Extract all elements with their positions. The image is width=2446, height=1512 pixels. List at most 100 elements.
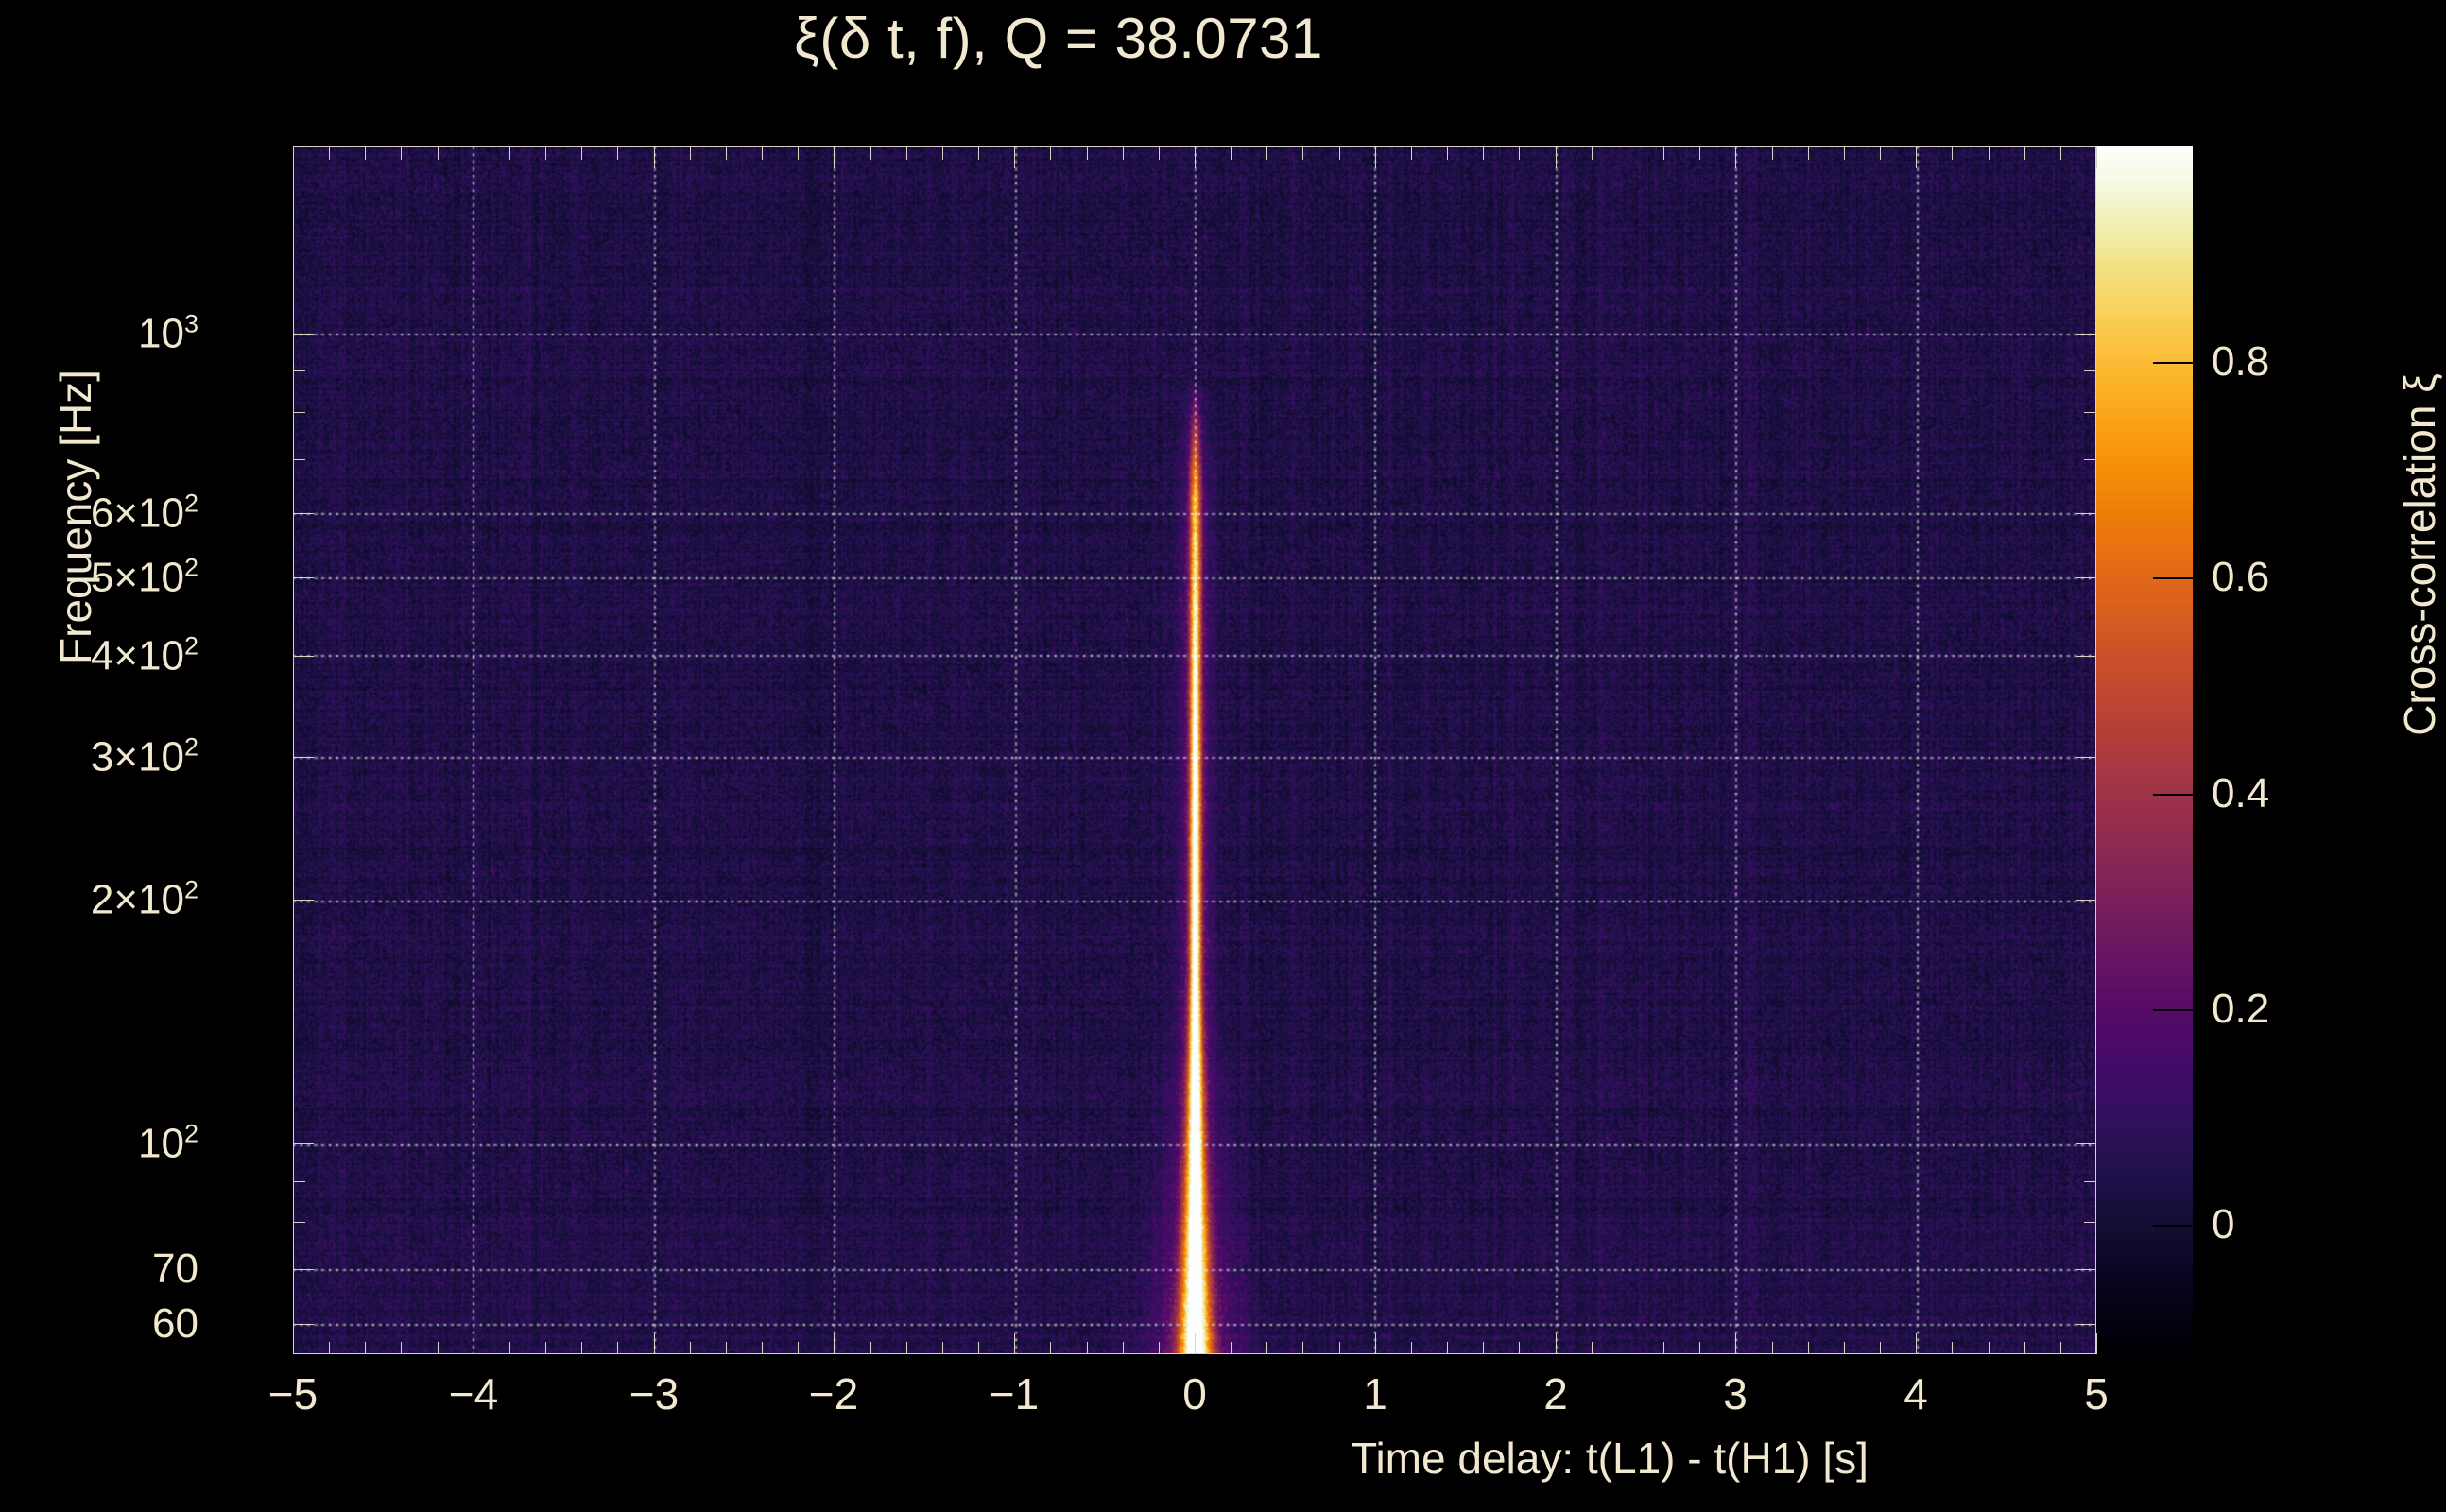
y-axis-tick-minor [293, 459, 305, 460]
x-axis-tick-minor-top [1592, 147, 1593, 160]
x-axis-tick-minor [329, 1342, 330, 1354]
x-axis-tick-minor-top [1302, 147, 1303, 160]
x-axis-tick-minor [2060, 1342, 2061, 1354]
x-axis-tick-minor-top [617, 147, 618, 160]
x-axis-tick-minor-top [870, 147, 871, 160]
x-axis-tick-minor-top [329, 147, 330, 160]
x-axis-tick-minor [581, 1342, 582, 1354]
x-axis-label: 4 [1903, 1369, 1928, 1418]
x-axis-tick-minor [726, 1342, 727, 1354]
colorbar-tick [2153, 1009, 2193, 1011]
x-axis-tick-minor-top [1123, 147, 1124, 160]
colorbar-title: Cross-correlation ξ [2395, 373, 2444, 736]
x-axis-tick-minor [1302, 1342, 1303, 1354]
x-axis-tick-minor [690, 1342, 691, 1354]
y-axis-tick-minor [293, 1222, 305, 1223]
y-axis-label: 2×102 [90, 875, 198, 923]
x-axis-label: −2 [808, 1369, 859, 1418]
y-axis-tick-minor-right [2084, 577, 2096, 578]
x-axis-tick-major-top [293, 147, 294, 168]
x-axis-tick-minor [1447, 1342, 1448, 1354]
y-axis-tick-minor [293, 1269, 305, 1270]
x-axis-tick-minor [1411, 1342, 1412, 1354]
y-axis-tick-minor-right [2084, 1222, 2096, 1223]
y-axis-tick-minor-right [2084, 900, 2096, 901]
x-axis-tick-minor-top [690, 147, 691, 160]
x-axis-tick-minor [1952, 1342, 1953, 1354]
x-axis-tick-minor [1266, 1342, 1267, 1354]
x-axis-tick-minor [365, 1342, 366, 1354]
colorbar-label: 0.4 [2212, 770, 2270, 816]
x-axis-tick-minor [401, 1342, 402, 1354]
y-axis-tick-minor [293, 757, 305, 758]
x-axis-tick-minor-top [1050, 147, 1051, 160]
spectrogram-image [293, 146, 2096, 1354]
y-axis-label: 6×102 [90, 489, 198, 537]
x-axis-label: 1 [1363, 1369, 1387, 1418]
x-axis-tick-minor-top [1159, 147, 1160, 160]
x-axis-tick-minor-top [1844, 147, 1845, 160]
x-axis-tick-minor-top [1411, 147, 1412, 160]
y-axis-tick-minor [293, 1324, 305, 1325]
y-axis-tick-minor-right [2084, 1181, 2096, 1182]
x-axis-tick-minor-top [1519, 147, 1520, 160]
y-axis-tick-minor-right [2084, 459, 2096, 460]
x-axis-label: −5 [267, 1369, 319, 1418]
x-axis-tick-major [654, 1333, 655, 1354]
x-axis-tick-major-top [1014, 147, 1015, 168]
y-axis-tick-minor-right [2084, 370, 2096, 371]
x-axis-tick-minor-top [401, 147, 402, 160]
y-axis-label: 3×102 [90, 732, 198, 781]
y-axis-label: 102 [138, 1119, 198, 1167]
x-axis-tick-minor [978, 1342, 979, 1354]
x-axis-tick-minor-top [942, 147, 943, 160]
x-axis-tick-minor-top [1087, 147, 1088, 160]
x-axis-tick-minor [1339, 1342, 1340, 1354]
x-axis-label: 0 [1182, 1369, 1207, 1418]
y-axis-tick-minor [293, 900, 305, 901]
colorbar-label: 0.2 [2212, 986, 2270, 1032]
x-axis-tick-minor-top [1266, 147, 1267, 160]
x-axis-label: −4 [448, 1369, 499, 1418]
y-axis-tick-minor-right [2084, 334, 2096, 335]
x-axis-tick-minor [1772, 1342, 1773, 1354]
x-axis-label: 2 [1543, 1369, 1568, 1418]
x-axis-tick-minor-top [1483, 147, 1484, 160]
y-axis-tick-minor [293, 412, 305, 413]
page-title: ξ(δ t, f), Q = 38.0731 [794, 7, 1323, 70]
x-axis-tick-minor [1592, 1342, 1593, 1354]
x-axis-tick-major [834, 1333, 835, 1354]
x-axis-tick-minor [1699, 1342, 1700, 1354]
x-axis-tick-minor-top [509, 147, 510, 160]
x-axis-tick-minor-top [1808, 147, 1809, 160]
x-axis-tick-major [1014, 1333, 1015, 1354]
y-axis-label: 70 [152, 1246, 198, 1292]
x-axis-tick-minor [942, 1342, 943, 1354]
y-axis-tick-minor [293, 656, 305, 657]
x-axis-tick-minor-top [1880, 147, 1881, 160]
colorbar [2096, 146, 2193, 1354]
y-axis-label: 60 [152, 1300, 198, 1347]
y-axis-label: 4×102 [90, 631, 198, 679]
y-axis-label: 5×102 [90, 553, 198, 601]
x-axis-tick-minor-top [762, 147, 763, 160]
x-axis-tick-minor-top [798, 147, 799, 160]
x-axis-tick-minor [1483, 1342, 1484, 1354]
x-axis-label: 3 [1723, 1369, 1748, 1418]
colorbar-label: 0.8 [2212, 338, 2270, 385]
x-axis-label: −3 [629, 1369, 680, 1418]
colorbar-label: 0.6 [2212, 554, 2270, 600]
heatmap-plot-area [293, 146, 2096, 1354]
x-axis-tick-minor [1231, 1342, 1232, 1354]
y-axis-tick-minor-right [2084, 1324, 2096, 1325]
y-axis-tick-minor-right [2084, 412, 2096, 413]
colorbar-tick [2153, 362, 2193, 364]
x-axis-label: 5 [2084, 1369, 2109, 1418]
colorbar-tick [2153, 794, 2193, 796]
x-axis-tick-minor-top [1447, 147, 1448, 160]
x-axis-tick-minor-top [1772, 147, 1773, 160]
x-axis-tick-minor [1087, 1342, 1088, 1354]
x-axis-tick-minor [1808, 1342, 1809, 1354]
x-axis-tick-major [1195, 1333, 1196, 1354]
